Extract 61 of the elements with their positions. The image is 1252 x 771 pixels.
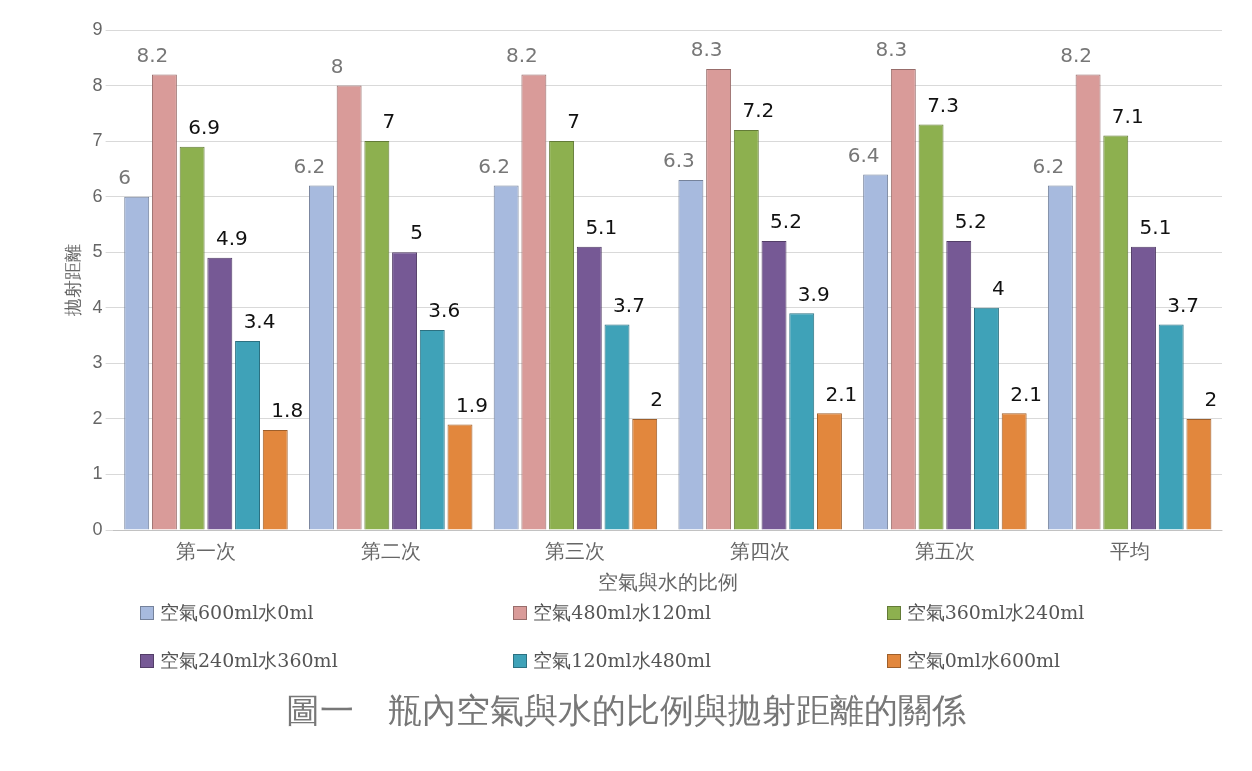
y-tick-label: 3 [92,352,103,373]
data-label: 4 [992,275,1005,300]
data-label: 7.3 [927,92,959,117]
data-label: 5.2 [954,209,987,234]
data-label: 6.4 [847,142,880,167]
data-label: 8.2 [1060,42,1092,67]
data-label: 1.9 [456,392,488,417]
data-label: 6 [118,164,132,189]
data-label: 2.1 [1010,381,1043,406]
text: 圖一 瓶內空氣與水的比例與拋射距離的關係 [285,689,967,732]
x-tick-label: 第一次 [175,539,236,564]
data-label: 4.9 [215,225,248,250]
data-label: 1.8 [271,398,304,423]
data-label: 5.1 [1139,214,1172,239]
x-tick-label: 第三次 [545,539,606,564]
legend-label: 空氣360ml水240ml [906,600,1085,625]
data-label: 5 [410,220,423,245]
data-label: 8.3 [690,37,723,62]
y-tick-label: 6 [92,185,103,206]
x-axis-title: 空氣與水的比例 [597,570,738,595]
data-label: 2 [650,387,664,412]
data-label: 7.1 [1111,103,1144,128]
data-label: 6.2 [293,153,326,178]
data-label: 6.2 [478,153,511,178]
y-tick-label: 1 [92,463,103,484]
legend-label: 空氣600ml水0ml [160,600,314,625]
x-tick-label: 第二次 [360,539,421,564]
y-tick-label: 5 [92,241,103,262]
legend-label: 空氣120ml水480ml [533,648,712,673]
x-tick-label: 第四次 [730,539,791,564]
data-label: 3.4 [243,309,276,334]
data-label: 5.1 [585,214,618,239]
legend-label: 空氣0ml水600ml [906,648,1061,673]
x-tick-label: 平均 [1109,539,1150,564]
x-tick-label: 第五次 [914,539,975,564]
data-label: 7.2 [742,98,775,123]
data-label: 3.9 [797,281,830,306]
data-label: 7 [382,109,396,134]
legend-label: 空氣240ml水360ml [160,648,338,673]
data-label: 2 [1204,387,1218,412]
y-tick-label: 0 [92,518,103,539]
data-label: 2.1 [825,381,858,406]
y-tick-label: 8 [92,74,103,95]
data-label: 3.6 [428,298,461,323]
data-label: 7 [567,109,580,134]
data-label: 3.7 [1167,292,1200,317]
data-label: 8.2 [505,42,538,67]
y-tick-label: 4 [92,296,103,317]
data-label: 8.2 [136,42,169,67]
data-label: 6.2 [1032,153,1065,178]
y-tick-label: 9 [92,18,103,39]
y-tick-label: 2 [92,407,103,428]
data-label: 3.7 [613,292,645,317]
data-label: 8.3 [875,37,908,62]
data-label: 6.3 [662,148,695,173]
y-axis-title: 拋射距離 [62,244,84,316]
data-label: 6.9 [188,114,221,139]
data-label: 5.2 [770,209,802,234]
legend-label: 空氣480ml水120ml [533,600,712,625]
data-label: 8 [330,53,344,78]
y-tick-label: 7 [92,130,103,151]
